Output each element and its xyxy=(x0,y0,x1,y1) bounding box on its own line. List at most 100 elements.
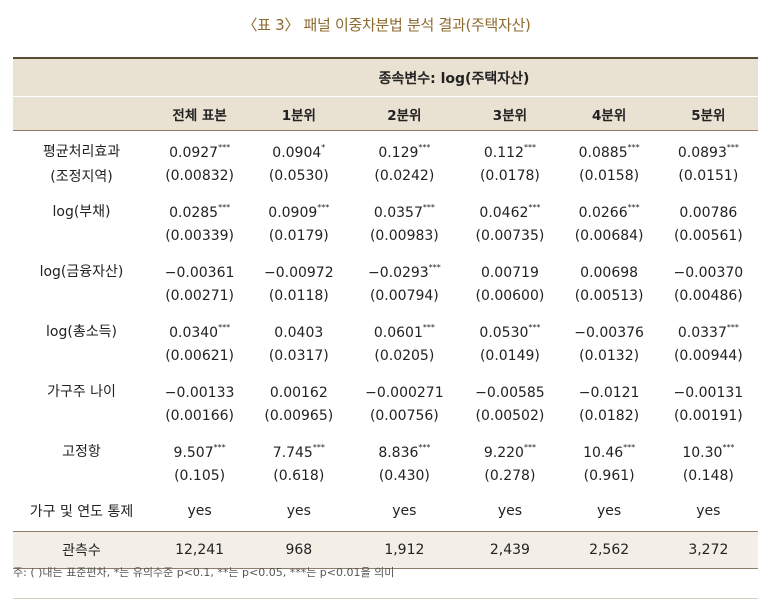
coefficient-value: −0.00972 xyxy=(263,265,334,281)
observations-cell: 3,272 xyxy=(658,531,758,569)
coefficient-cell: 0.129*** xyxy=(348,131,460,161)
coefficient-cell: −0.00376 xyxy=(560,311,659,341)
coefficient-cell: −0.000271 xyxy=(348,371,460,401)
coefficient-cell: −0.0293*** xyxy=(348,251,460,281)
coefficient-cell: 0.0285*** xyxy=(150,191,249,221)
coefficient-cell: −0.00361 xyxy=(150,251,249,281)
significance-stars: *** xyxy=(523,443,536,452)
column-header: 5분위 xyxy=(658,96,758,131)
std-error-cell: (0.00191) xyxy=(673,408,743,424)
column-header: 1분위 xyxy=(249,96,349,131)
observations-cell: 1,912 xyxy=(348,531,461,569)
row-sublabel xyxy=(13,341,150,371)
coefficient-cell: 7.745*** xyxy=(249,431,348,461)
observations-cell: 968 xyxy=(249,531,349,569)
std-error-cell: (0.0178) xyxy=(479,168,540,184)
coefficient-cell: −0.0121 xyxy=(560,371,659,401)
row-sublabel xyxy=(13,281,150,311)
significance-stars: *** xyxy=(213,443,226,452)
coefficient-value: 7.745 xyxy=(272,445,313,461)
std-error-row: (0.00271) (0.0118) (0.00794) (0.00600) (0.00… xyxy=(13,281,758,311)
significance-stars: * xyxy=(321,143,326,152)
header-corner-2 xyxy=(13,96,150,131)
coefficient-value: 0.0885 xyxy=(578,145,628,161)
coefficient-value: 0.0462 xyxy=(479,205,529,221)
significance-stars: *** xyxy=(627,203,640,212)
coefficient-cell: 0.00162 xyxy=(249,371,348,401)
significance-stars: *** xyxy=(312,443,325,452)
coefficient-row: log(총소득) 0.0340*** 0.0403 0.0601*** 0.0530**… xyxy=(13,311,758,341)
std-error-cell: (0.00944) xyxy=(673,348,743,364)
coefficient-value: 0.00719 xyxy=(480,265,539,281)
std-error-cell: (0.0158) xyxy=(579,168,640,184)
std-error-cell: (0.0530) xyxy=(268,168,329,184)
coefficient-value: −0.00370 xyxy=(673,265,744,281)
row-label: log(총소득) xyxy=(46,324,117,340)
coefficient-value: 0.0266 xyxy=(578,205,628,221)
observations-cell: 2,562 xyxy=(559,531,659,569)
coefficient-cell: 0.0893*** xyxy=(659,131,758,161)
coefficient-value: −0.00133 xyxy=(164,385,235,401)
std-error-cell: (0.00339) xyxy=(165,228,235,244)
significance-stars: *** xyxy=(418,443,431,452)
coefficient-value: 0.0601 xyxy=(373,325,423,341)
std-error-cell: (0.0242) xyxy=(374,168,435,184)
coefficient-value: 0.0285 xyxy=(169,205,219,221)
coefficient-cell: −0.00585 xyxy=(460,371,559,401)
coefficient-row: 평균처리효과 0.0927*** 0.0904* 0.129*** 0.112*** 0.… xyxy=(13,131,758,161)
row-label: 평균처리효과 xyxy=(42,144,121,160)
row-label: 관측수 xyxy=(13,531,150,569)
coefficient-value: 8.836 xyxy=(378,445,419,461)
row-label: 가구주 나이 xyxy=(47,384,116,400)
significance-stars: *** xyxy=(722,443,735,452)
std-error-cell: (0.00735) xyxy=(475,228,545,244)
std-error-cell: (0.105) xyxy=(174,468,226,484)
fixed-effects-row: 가구 및 연도 통제 yes yes yes yes yes yes xyxy=(13,491,758,532)
std-error-cell: (0.278) xyxy=(484,468,536,484)
coefficient-cell: 0.0462*** xyxy=(460,191,559,221)
std-error-cell: (0.0182) xyxy=(579,408,640,424)
coefficient-cell: 0.112*** xyxy=(460,131,559,161)
coefficient-cell: 8.836*** xyxy=(348,431,460,461)
std-error-row: (0.00166) (0.00965) (0.00756) (0.00502) (0.0… xyxy=(13,401,758,431)
significance-stars: *** xyxy=(528,323,541,332)
coefficient-cell: 9.220*** xyxy=(460,431,559,461)
std-error-cell: (0.00621) xyxy=(165,348,235,364)
significance-stars: *** xyxy=(317,203,330,212)
coefficient-cell: −0.00370 xyxy=(659,251,758,281)
std-error-row: (0.00621) (0.0317) (0.0205) (0.0149) (0.0132… xyxy=(13,341,758,371)
significance-stars: *** xyxy=(726,323,739,332)
significance-stars: *** xyxy=(428,263,441,272)
coefficient-value: 0.0530 xyxy=(479,325,529,341)
significance-stars: *** xyxy=(726,143,739,152)
header-corner xyxy=(13,57,150,97)
coefficient-value: −0.0121 xyxy=(578,385,640,401)
coefficient-value: −0.000271 xyxy=(365,385,444,401)
fixed-effects-cell: yes xyxy=(392,503,417,519)
significance-stars: *** xyxy=(627,143,640,152)
fixed-effects-cell: yes xyxy=(597,503,622,519)
coefficient-value: 0.0403 xyxy=(274,325,324,341)
coefficient-cell: 0.0357*** xyxy=(348,191,460,221)
significance-stars: *** xyxy=(523,143,536,152)
coefficient-cell: 0.0904* xyxy=(249,131,348,161)
row-label: 고정항 xyxy=(62,444,101,460)
table-title: 〈표 3〉 패널 이중차분법 분석 결과(주택자산) xyxy=(242,16,531,34)
significance-stars: *** xyxy=(218,143,231,152)
significance-stars: *** xyxy=(528,203,541,212)
row-label: log(부채) xyxy=(52,204,111,220)
coefficient-value: −0.00361 xyxy=(164,265,235,281)
std-error-cell: (0.00794) xyxy=(369,288,439,304)
coefficient-value: 0.00162 xyxy=(269,385,328,401)
std-error-cell: (0.00983) xyxy=(369,228,439,244)
std-error-cell: (0.00166) xyxy=(165,408,235,424)
coefficient-cell: 10.46*** xyxy=(560,431,659,461)
coefficient-cell: 0.0337*** xyxy=(659,311,758,341)
std-error-row: (0.105) (0.618) (0.430) (0.278) (0.961) (0.14… xyxy=(13,461,758,491)
std-error-cell: (0.00965) xyxy=(264,408,334,424)
fixed-effects-cell: yes xyxy=(286,503,311,519)
row-sublabel xyxy=(13,461,150,491)
coefficient-cell: 0.0530*** xyxy=(460,311,559,341)
observations-row: 관측수 12,241 968 1,912 2,439 2,562 3,272 xyxy=(13,531,758,569)
significance-stars: *** xyxy=(218,323,231,332)
